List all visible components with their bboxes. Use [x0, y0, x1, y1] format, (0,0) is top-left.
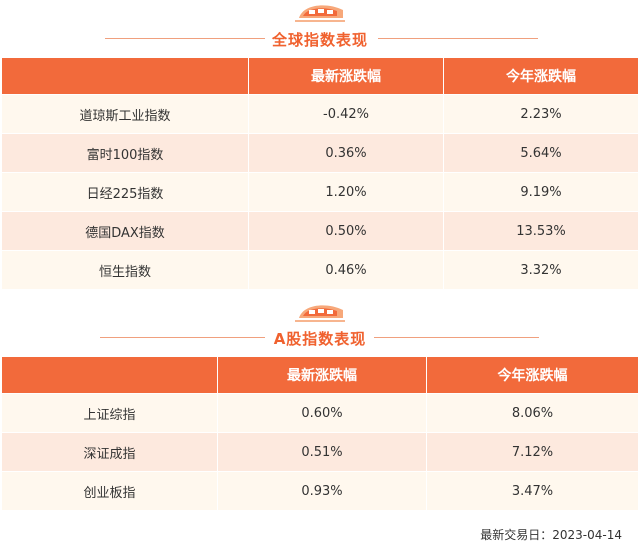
table-row: 深证成指 0.51% 7.12%	[2, 432, 638, 471]
index-name: 深证成指	[2, 432, 218, 471]
header-latest-change: 最新涨跌幅	[218, 357, 427, 393]
latest-change: 0.60%	[218, 393, 427, 432]
latest-change: 0.46%	[249, 250, 444, 289]
section-title: 全球指数表现	[271, 31, 368, 49]
index-name: 上证综指	[2, 393, 218, 432]
ytd-change: 2.23%	[444, 94, 638, 133]
ytd-change: 13.53%	[444, 211, 638, 250]
latest-change: 0.36%	[249, 133, 444, 172]
header-latest-change: 最新涨跌幅	[249, 58, 444, 94]
latest-change: 0.93%	[218, 471, 427, 510]
table-row: 日经225指数 1.20% 9.19%	[2, 172, 638, 211]
a-share-section-header: A股指数表现	[0, 298, 640, 358]
ytd-change: 7.12%	[427, 432, 638, 471]
index-name: 德国DAX指数	[2, 211, 249, 250]
table-row: 上证综指 0.60% 8.06%	[2, 393, 638, 432]
title-divider-left	[100, 337, 265, 338]
header-name	[2, 357, 218, 393]
index-name: 道琼斯工业指数	[2, 94, 249, 133]
ytd-change: 8.06%	[427, 393, 638, 432]
last-trade-date: 最新交易日：2023-04-14	[480, 528, 622, 542]
latest-change: 1.20%	[249, 172, 444, 211]
index-name: 创业板指	[2, 471, 218, 510]
train-icon	[295, 305, 345, 322]
index-name: 富时100指数	[2, 133, 249, 172]
train-icon	[295, 5, 345, 22]
a-share-index-table: 最新涨跌幅 今年涨跌幅 上证综指 0.60% 8.06% 深证成指 0.51% …	[2, 357, 638, 510]
table-row: 富时100指数 0.36% 5.64%	[2, 133, 638, 172]
table-header-row: 最新涨跌幅 今年涨跌幅	[2, 357, 638, 393]
header-ytd-change: 今年涨跌幅	[444, 58, 638, 94]
table-row: 道琼斯工业指数 -0.42% 2.23%	[2, 94, 638, 133]
table-row: 创业板指 0.93% 3.47%	[2, 471, 638, 510]
ytd-change: 3.32%	[444, 250, 638, 289]
header-ytd-change: 今年涨跌幅	[427, 357, 638, 393]
ytd-change: 3.47%	[427, 471, 638, 510]
ytd-change: 9.19%	[444, 172, 638, 211]
latest-change: 0.51%	[218, 432, 427, 471]
latest-change: -0.42%	[249, 94, 444, 133]
title-divider-right	[378, 38, 538, 39]
global-section-header: 全球指数表现	[0, 0, 640, 60]
title-divider-left	[105, 38, 265, 39]
latest-change: 0.50%	[249, 211, 444, 250]
ytd-change: 5.64%	[444, 133, 638, 172]
section-title: A股指数表现	[273, 330, 367, 348]
index-name: 恒生指数	[2, 250, 249, 289]
table-row: 德国DAX指数 0.50% 13.53%	[2, 211, 638, 250]
header-name	[2, 58, 249, 94]
table-header-row: 最新涨跌幅 今年涨跌幅	[2, 58, 638, 94]
global-index-table: 最新涨跌幅 今年涨跌幅 道琼斯工业指数 -0.42% 2.23% 富时100指数…	[2, 58, 638, 289]
table-row: 恒生指数 0.46% 3.32%	[2, 250, 638, 289]
index-name: 日经225指数	[2, 172, 249, 211]
title-divider-right	[374, 337, 539, 338]
